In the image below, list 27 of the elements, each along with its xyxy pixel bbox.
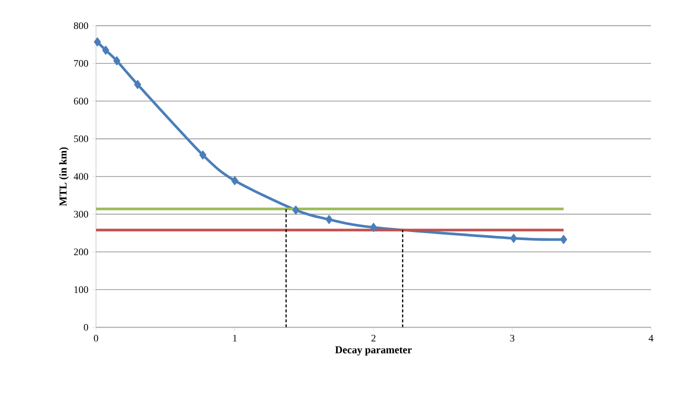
x-tick-label: 4 [648, 334, 654, 342]
x-tick-label: 3 [510, 334, 514, 342]
point [94, 37, 101, 47]
point [560, 234, 568, 244]
x-axis-title: Decay parameter [335, 346, 412, 356]
y-tick-label: 0 [84, 324, 88, 331]
y-tick-label: 100 [74, 286, 88, 293]
point [199, 150, 206, 160]
point [102, 45, 110, 55]
point [370, 222, 378, 232]
point [292, 205, 300, 215]
y-tick-label: 800 [74, 22, 88, 30]
x-tick-label: 2 [371, 334, 376, 342]
point [510, 234, 518, 244]
y-tick-label: 300 [74, 210, 88, 218]
y-tick-label: 500 [74, 135, 88, 142]
point [231, 176, 238, 186]
x-tick-label: 0 [94, 334, 98, 342]
point [113, 56, 120, 66]
point [134, 80, 142, 90]
y-tick-label: 700 [74, 60, 88, 67]
y-tick-label: 400 [74, 173, 88, 180]
y-tick-label: 600 [74, 98, 88, 104]
point [325, 214, 333, 224]
x-tick-label: 1 [233, 334, 237, 342]
y-tick-label: 200 [74, 248, 88, 256]
y-axis-title: MTL (in km) [59, 147, 69, 206]
